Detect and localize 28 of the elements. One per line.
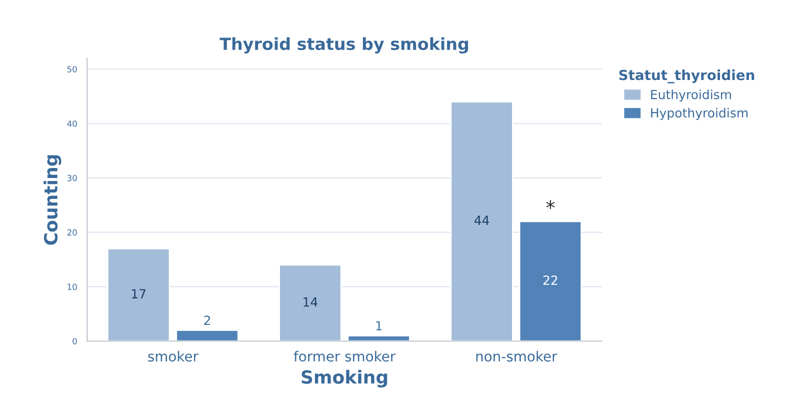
bar	[176, 330, 239, 342]
y-tick-label: 50	[67, 66, 77, 72]
data-label: 2	[204, 316, 210, 325]
legend-label: Euthyroidism	[651, 90, 731, 102]
y-tick-label: 30	[67, 174, 77, 182]
chart-title: Thyroid status by smoking	[220, 37, 468, 54]
y-tick-label: 20	[67, 229, 77, 236]
y-axis-title: Counting	[44, 155, 62, 245]
x-tick-label: non-smoker	[476, 350, 558, 362]
x-tick-label: smoker	[148, 350, 198, 362]
x-axis-title: Smoking	[302, 370, 388, 388]
bar	[347, 334, 410, 342]
data-label: 17	[132, 289, 146, 298]
bar	[518, 220, 582, 342]
x-tick-label: former smoker	[294, 350, 396, 362]
y-tick-label: 40	[67, 120, 77, 127]
data-label: 1	[376, 321, 382, 330]
bar	[107, 248, 170, 342]
y-tick-label: 0	[72, 338, 77, 344]
data-label: 14	[304, 297, 318, 306]
legend-label: Hypothyroidism	[651, 108, 748, 120]
annotation: *	[546, 200, 555, 210]
y-tick-label: 10	[68, 284, 77, 290]
bar	[278, 264, 342, 342]
legend-title: Statut_thyroidien	[619, 69, 754, 84]
data-label: 44	[474, 216, 490, 225]
data-label: 22	[543, 275, 558, 285]
bar	[450, 101, 514, 342]
